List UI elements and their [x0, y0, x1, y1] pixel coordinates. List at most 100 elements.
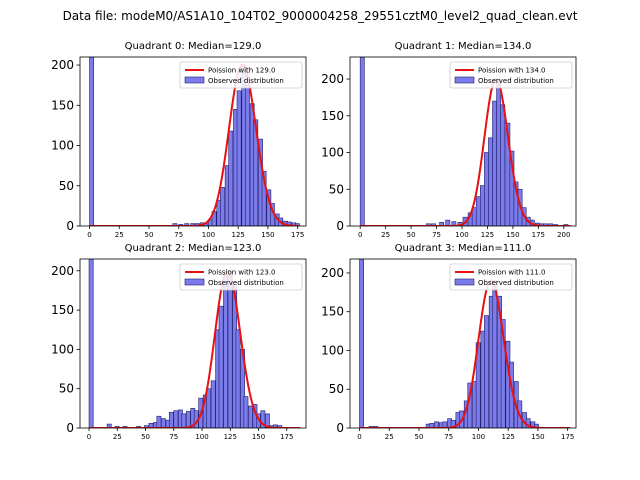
legend-poisson-label: Poission with 111.0: [478, 269, 546, 277]
x-tick-label: 0: [87, 231, 91, 239]
histogram-bar: [265, 413, 270, 428]
legend-box: [449, 263, 573, 291]
histogram-bar: [181, 413, 187, 428]
y-tick-label: 150: [321, 109, 344, 123]
histogram-bar: [248, 405, 253, 428]
figure-title: Data file: modeM0/AS1A10_104T02_90000042…: [63, 9, 578, 23]
y-tick-label: 0: [336, 219, 344, 233]
x-tick-label: 175: [280, 433, 293, 441]
quadrant-1-title: Quadrant 1: Median=134.0: [395, 41, 532, 52]
histogram-bar: [220, 187, 225, 226]
histogram-bar: [210, 380, 216, 428]
x-tick-label: 25: [113, 433, 122, 441]
histogram-bar: [235, 329, 241, 428]
x-tick-label: 100: [195, 433, 208, 441]
histogram-bar: [227, 270, 233, 428]
histogram-bar: [185, 411, 191, 428]
histogram-bar: [148, 422, 154, 428]
x-tick-label: 50: [141, 433, 150, 441]
legend-poisson-label: Poission with 129.0: [208, 67, 276, 75]
legend-observed-label: Observed distribution: [478, 279, 554, 287]
y-tick-label: 150: [321, 305, 344, 319]
quadrant-2-panel: Quadrant 2: Median=123.0 0 50 100 150 200 0 25 5…: [51, 243, 307, 441]
histogram-bar: [236, 90, 242, 226]
axes-frame: [349, 258, 577, 429]
poisson-curve: [359, 279, 571, 428]
histogram-bar: [161, 418, 166, 428]
histogram-bar: [475, 196, 481, 226]
x-tick-label: 150: [506, 231, 519, 239]
quadrant-3-title: Quadrant 3: Median=111.0: [395, 243, 532, 254]
x-tick-label: 75: [174, 231, 183, 239]
y-tick-label: 50: [59, 382, 74, 396]
histogram-bar: [156, 415, 162, 428]
histogram-bar: [218, 305, 224, 428]
poisson-curve: [89, 64, 301, 226]
y-tick-label: 0: [66, 219, 74, 233]
x-tick-label: 75: [444, 433, 453, 441]
legend-observed-label: Observed distribution: [208, 279, 284, 287]
histogram-bar: [426, 223, 431, 226]
legend-box: [179, 263, 303, 291]
y-tick-label: 200: [321, 266, 344, 280]
x-tick-label: 125: [224, 433, 237, 441]
legend-box: [179, 61, 303, 89]
histogram-bar: [450, 419, 456, 428]
x-tick-label: 0: [358, 231, 362, 239]
histogram-bar: [228, 130, 234, 226]
histogram-bar: [451, 221, 457, 226]
legend-observed-swatch: [454, 76, 475, 84]
legend-box: [449, 61, 573, 89]
poisson-curve: [89, 269, 301, 428]
histogram-bar: [484, 152, 489, 226]
y-tick-label: 100: [321, 343, 344, 357]
quadrant-3-panel: Quadrant 3: Median=111.0 0 50 100 150 200 0 25 5…: [321, 243, 577, 441]
legend-observed-swatch: [454, 278, 475, 286]
legend-observed-swatch: [184, 278, 205, 286]
x-tick-label: 50: [415, 433, 424, 441]
y-tick-label: 200: [51, 264, 74, 278]
x-tick-label: 75: [432, 231, 441, 239]
quadrant-1-panel: Quadrant 1: Median=134.0 0 50 100 150 200 0 25 5…: [321, 41, 577, 239]
y-tick-label: 100: [51, 139, 74, 153]
x-tick-label: 125: [502, 433, 515, 441]
y-tick-label: 0: [66, 421, 74, 435]
axes-frame: [79, 258, 307, 429]
x-tick-label: 0: [357, 433, 361, 441]
x-tick-label: 0: [87, 433, 91, 441]
histogram-bar: [173, 410, 179, 428]
x-tick-label: 150: [531, 433, 544, 441]
axes-frame: [349, 56, 577, 227]
x-tick-label: 25: [381, 231, 390, 239]
histogram-bar: [492, 280, 498, 428]
y-tick-label: 50: [329, 182, 344, 196]
histogram-bar: [480, 185, 485, 226]
y-tick-label: 150: [51, 303, 74, 317]
histogram-bar: [223, 274, 228, 428]
quadrant-2-bars: [88, 259, 301, 428]
histogram-bar: [431, 223, 436, 226]
histogram-bar: [89, 57, 94, 226]
x-tick-label: 25: [385, 433, 394, 441]
x-tick-label: 50: [407, 231, 416, 239]
histogram-bar: [500, 319, 506, 428]
x-tick-label: 25: [115, 231, 124, 239]
x-tick-label: 175: [561, 433, 574, 441]
histogram-bar: [548, 223, 553, 226]
histogram-bar: [429, 423, 435, 428]
legend-poisson-label: Poission with 123.0: [208, 269, 276, 277]
quadrant-0-panel: Quadrant 0: Median=129.0 0 50 100 150 200 0 25 5…: [51, 41, 307, 239]
x-tick-label: 175: [532, 231, 545, 239]
histogram-bar: [168, 411, 174, 428]
x-tick-label: 50: [145, 231, 154, 239]
histogram-bar: [488, 137, 493, 226]
x-tick-label: 150: [261, 231, 274, 239]
histogram-bar: [88, 259, 94, 428]
axes-frame: [79, 56, 307, 227]
histogram-bar: [543, 223, 548, 226]
x-tick-label: 150: [252, 433, 265, 441]
x-tick-label: 125: [232, 231, 245, 239]
legend-observed-label: Observed distribution: [208, 77, 284, 85]
y-tick-label: 100: [321, 146, 344, 160]
y-tick-label: 200: [51, 58, 74, 72]
